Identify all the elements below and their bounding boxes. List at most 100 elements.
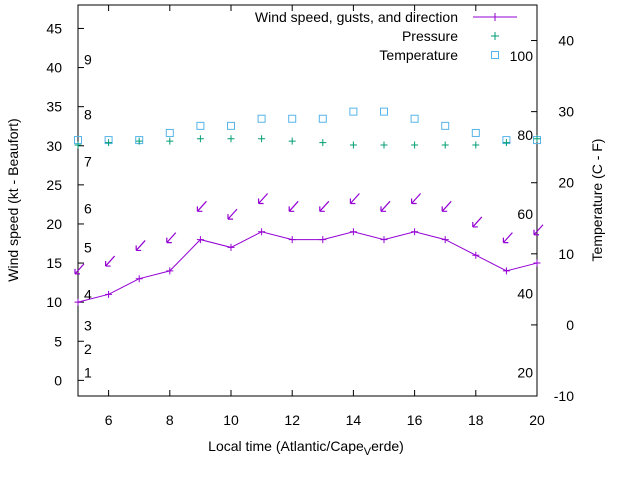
y2-tick-label: 40 <box>558 33 574 49</box>
beaufort-label: 6 <box>84 200 92 216</box>
pressure-point <box>74 141 82 149</box>
pressure-point <box>288 137 296 145</box>
wind-direction-arrow <box>441 200 452 212</box>
temperature-point <box>349 107 358 116</box>
x-tick-label: 8 <box>166 412 174 428</box>
wind-direction-arrow <box>319 200 330 212</box>
wind-direction-arrow <box>196 200 207 212</box>
y-tick-label: 0 <box>54 372 62 388</box>
wind-speed-point <box>288 236 296 244</box>
chart-axes: 6 8 10 12 14 16 18 20051015202530354045-1001020… <box>46 4 574 428</box>
pressure-point <box>411 141 419 149</box>
fahrenheit-label: 80 <box>517 127 533 143</box>
y2-tick-label: 0 <box>566 317 574 333</box>
beaufort-label: 9 <box>84 52 92 68</box>
pressure-point <box>258 135 266 143</box>
pressure-point <box>533 135 541 143</box>
y2-tick-label: 30 <box>558 104 574 120</box>
temperature-point <box>165 128 174 137</box>
beaufort-label: 7 <box>84 153 92 169</box>
plot-border <box>77 4 538 397</box>
wind-speed-point <box>441 236 449 244</box>
y-tick-label: 15 <box>46 255 62 271</box>
pressure-point <box>472 141 480 149</box>
pressure-point <box>227 135 235 143</box>
pressure-point <box>105 139 113 147</box>
wind-direction-arrow <box>472 216 483 228</box>
wind-speed-point <box>227 243 235 251</box>
beaufort-label: 1 <box>84 365 92 381</box>
y-tick-label: 45 <box>46 20 62 36</box>
y-tick-label: 10 <box>46 294 62 310</box>
legend-marker-pressure <box>491 32 499 40</box>
y-tick-label: 20 <box>46 216 62 232</box>
x-tick-label: 12 <box>284 412 300 428</box>
x-tick-label: 14 <box>346 412 362 428</box>
wind-direction-arrow <box>502 232 513 244</box>
beaufort-label: 8 <box>84 106 92 122</box>
temperature-point <box>196 121 205 130</box>
pressure-point <box>196 135 204 143</box>
y-tick-label: 40 <box>46 60 62 76</box>
y-tick-label: 5 <box>54 333 62 349</box>
wind-direction-arrow <box>135 240 146 252</box>
wind-direction-arrow <box>227 208 238 220</box>
wind-direction-arrow <box>380 200 391 212</box>
temperature-point <box>471 128 480 137</box>
wind-direction-arrow <box>411 193 422 205</box>
wind-direction-arrow <box>349 193 360 205</box>
pressure-point <box>166 137 174 145</box>
pressure-point <box>502 139 510 147</box>
wind-direction-arrow <box>288 200 299 212</box>
temperature-point <box>410 114 419 123</box>
y2-axis-label: Temperature (C - F) <box>589 139 605 262</box>
wind-speed-point <box>135 275 143 283</box>
wind-direction-arrow <box>74 263 85 275</box>
wind-speed-point <box>472 251 480 259</box>
pressure-point <box>441 141 449 149</box>
y-axis-label: Wind speed (kt - Beaufort) <box>5 118 21 281</box>
beaufort-label: 2 <box>84 341 92 357</box>
wind-direction-arrow <box>166 232 177 244</box>
x-tick-label: 20 <box>529 412 545 428</box>
pressure-point <box>319 139 327 147</box>
y-tick-label: 35 <box>46 99 62 115</box>
temperature-point <box>318 114 327 123</box>
temperature-point <box>380 107 388 116</box>
wind-speed-line <box>77 231 538 303</box>
y2-tick-label: 10 <box>558 246 574 262</box>
temperature-point <box>288 114 297 123</box>
wind-direction-arrow <box>258 193 269 205</box>
pressure-point <box>349 141 357 149</box>
legend-label-pressure: Pressure <box>402 28 458 44</box>
wind-speed-point <box>74 298 82 306</box>
legend-label-wind: Wind speed, gusts, and direction <box>255 9 458 25</box>
temperature-point <box>257 114 266 123</box>
y2-tick-label: -10 <box>554 388 574 404</box>
pressure-point <box>135 137 143 145</box>
y2-tick-label: 20 <box>558 175 574 191</box>
wind-speed-point <box>319 236 327 244</box>
x-tick-label: 18 <box>468 412 484 428</box>
y-tick-label: 25 <box>46 177 62 193</box>
wind-speed-point <box>105 290 113 298</box>
beaufort-label: 5 <box>84 239 92 255</box>
pressure-point <box>380 141 388 149</box>
x-tick-label: 6 <box>105 412 113 428</box>
beaufort-label: 4 <box>84 286 92 302</box>
fahrenheit-label: 100 <box>510 48 534 64</box>
wind-direction-arrow <box>533 224 544 236</box>
wind-speed-point <box>196 236 204 244</box>
beaufort-label: 3 <box>84 318 92 334</box>
y-tick-label: 30 <box>46 138 62 154</box>
temperature-point <box>441 121 450 130</box>
wind-speed-point <box>166 267 174 275</box>
fahrenheit-label: 60 <box>517 206 533 222</box>
legend-marker-temperature <box>491 51 499 59</box>
x-axis-label: Local time (Atlantic/CapeVerde) <box>208 438 404 458</box>
wind-speed-point <box>533 259 541 267</box>
legend-label-temperature: Temperature <box>379 47 458 63</box>
wind-speed-point <box>411 228 419 236</box>
wind-speed-point <box>502 267 510 275</box>
